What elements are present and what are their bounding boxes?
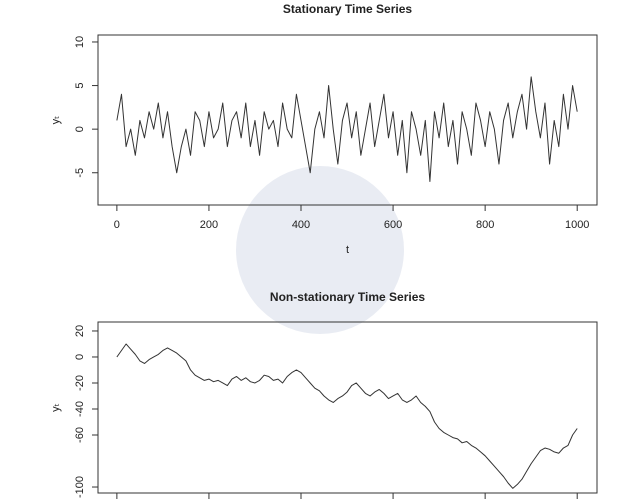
y-tick-label: -40 [74, 401, 86, 417]
x-tick-label: 0 [114, 219, 120, 231]
y-tick-label: 5 [74, 83, 86, 89]
x-tick-label: 1000 [565, 219, 589, 231]
series-line [116, 343, 578, 489]
chart-title: Stationary Time Series [283, 2, 412, 16]
y-tick-label: -100 [74, 476, 86, 498]
y-tick-label: 0 [74, 354, 86, 360]
y-tick-label: -60 [74, 427, 86, 443]
chart-title: Non-stationary Time Series [270, 290, 425, 304]
x-axis-label: t [346, 244, 349, 256]
y-tick-label: 0 [74, 126, 86, 132]
watermark [236, 166, 404, 334]
y-axis-label: yₜ [50, 116, 62, 125]
y-tick-label: 10 [74, 36, 86, 48]
plot-frame [97, 34, 598, 206]
y-axis-label: yₜ [50, 403, 62, 412]
x-tick-label: 200 [200, 219, 218, 231]
plot-frame [97, 321, 598, 494]
series-line [116, 76, 578, 182]
y-tick-label: -5 [74, 168, 86, 178]
y-tick-label: -20 [74, 375, 86, 391]
x-tick-label: 400 [292, 219, 310, 231]
x-tick-label: 800 [476, 219, 494, 231]
y-tick-label: 20 [74, 325, 86, 337]
x-tick-label: 600 [384, 219, 402, 231]
